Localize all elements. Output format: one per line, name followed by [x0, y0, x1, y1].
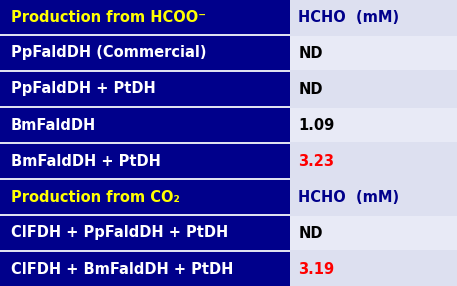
Bar [286, 72, 290, 106]
Text: ND: ND [298, 225, 323, 241]
Text: HCHO  (mM): HCHO (mM) [298, 9, 399, 25]
Text: ND: ND [298, 45, 323, 61]
Text: 3.19: 3.19 [298, 261, 335, 277]
Bar [290, 36, 457, 70]
Bar [0, 216, 286, 250]
Text: PpFaldDH + PtDH: PpFaldDH + PtDH [11, 82, 155, 96]
Text: Production from HCOO⁻: Production from HCOO⁻ [11, 9, 206, 25]
Bar [0, 144, 286, 178]
Text: ClFDH + PpFaldDH + PtDH: ClFDH + PpFaldDH + PtDH [11, 225, 228, 241]
Bar [286, 252, 290, 286]
Text: ClFDH + BmFaldDH + PtDH: ClFDH + BmFaldDH + PtDH [11, 261, 233, 277]
Bar [290, 72, 457, 106]
Text: PpFaldDH (Commercial): PpFaldDH (Commercial) [11, 45, 207, 61]
Bar [0, 180, 286, 214]
Bar [290, 108, 457, 142]
Bar [290, 216, 457, 250]
Bar [0, 252, 286, 286]
Bar [286, 36, 290, 70]
Text: HCHO  (mM): HCHO (mM) [298, 190, 399, 204]
Text: BmFaldDH + PtDH: BmFaldDH + PtDH [11, 154, 161, 168]
Bar [0, 72, 286, 106]
Bar [290, 252, 457, 286]
Bar [0, 36, 286, 70]
Bar [290, 180, 457, 214]
Text: 3.23: 3.23 [298, 154, 334, 168]
Bar [286, 180, 290, 214]
Bar [290, 144, 457, 178]
Bar [286, 0, 290, 34]
Text: BmFaldDH: BmFaldDH [11, 118, 96, 132]
Bar [286, 216, 290, 250]
Bar [0, 0, 286, 34]
Text: ND: ND [298, 82, 323, 96]
Bar [0, 108, 286, 142]
Text: 1.09: 1.09 [298, 118, 335, 132]
Bar [290, 0, 457, 34]
Bar [286, 144, 290, 178]
Text: Production from CO₂: Production from CO₂ [11, 190, 180, 204]
Bar [286, 108, 290, 142]
